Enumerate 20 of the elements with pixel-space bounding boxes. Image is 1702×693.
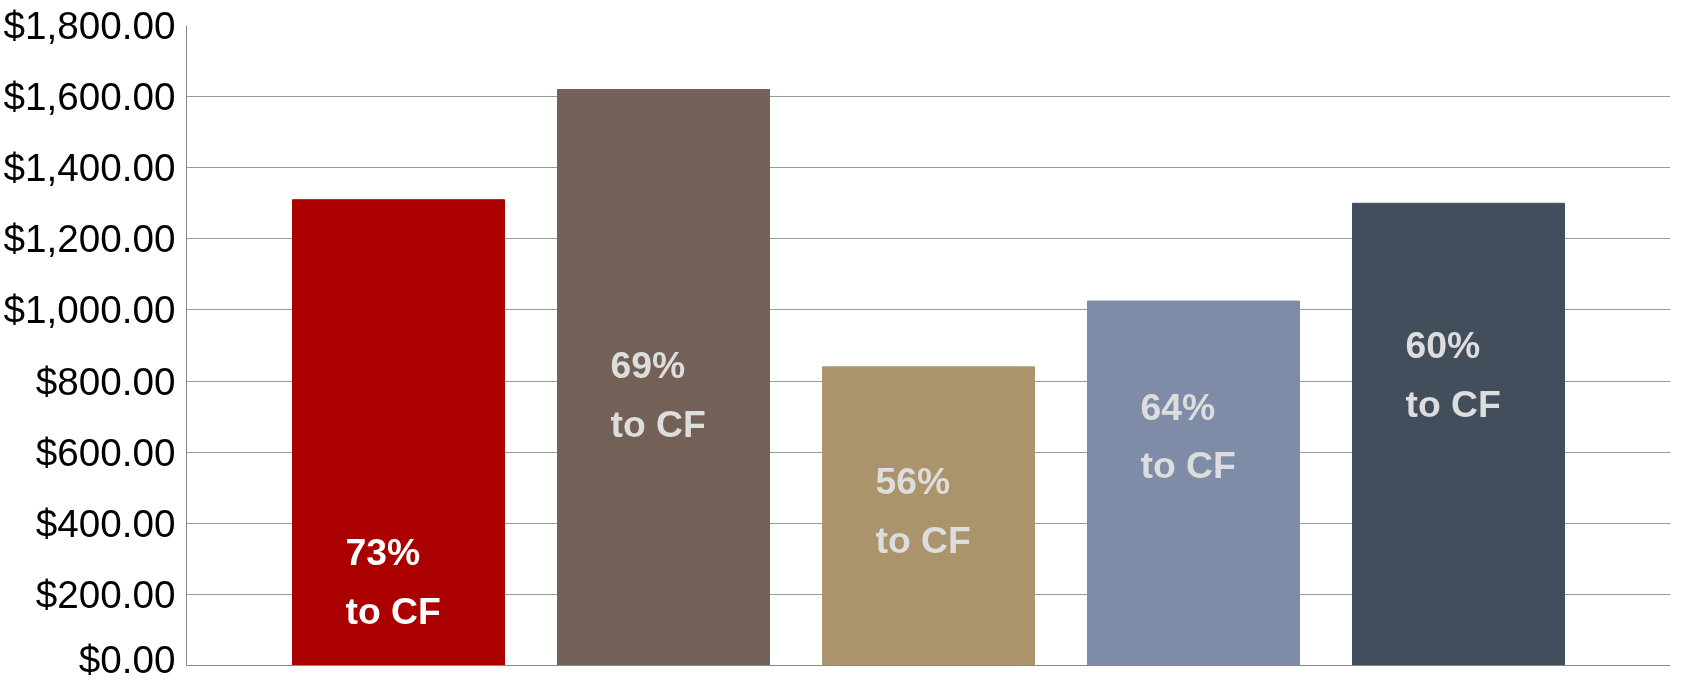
y-tick-label: $1,800.00	[3, 4, 176, 47]
bar	[292, 199, 505, 666]
annotation: 64% to CF	[1140, 385, 1236, 487]
bar	[557, 89, 770, 666]
y-tick-label: $600.00	[35, 430, 176, 474]
y-tick-label: $1,000.00	[3, 288, 176, 332]
y-tick-label: $200.00	[35, 572, 176, 616]
y-tick-label: $400.00	[35, 501, 176, 545]
annotation: 69% to CF	[610, 344, 706, 446]
y-tick-label: $800.00	[35, 359, 176, 403]
bar	[1087, 300, 1300, 666]
bar	[1352, 202, 1565, 666]
annotation: 56% to CF	[875, 459, 971, 561]
y-tick-label: $1,200.00	[3, 217, 176, 261]
y-tick-label: $1,600.00	[3, 75, 176, 119]
y-tick-label: $1,400.00	[3, 146, 176, 190]
bar	[822, 366, 1035, 666]
y-tick-label: $0.00	[78, 637, 176, 681]
annotation: 60% to CF	[1405, 323, 1501, 425]
annotation: 73% to CF	[345, 531, 441, 633]
